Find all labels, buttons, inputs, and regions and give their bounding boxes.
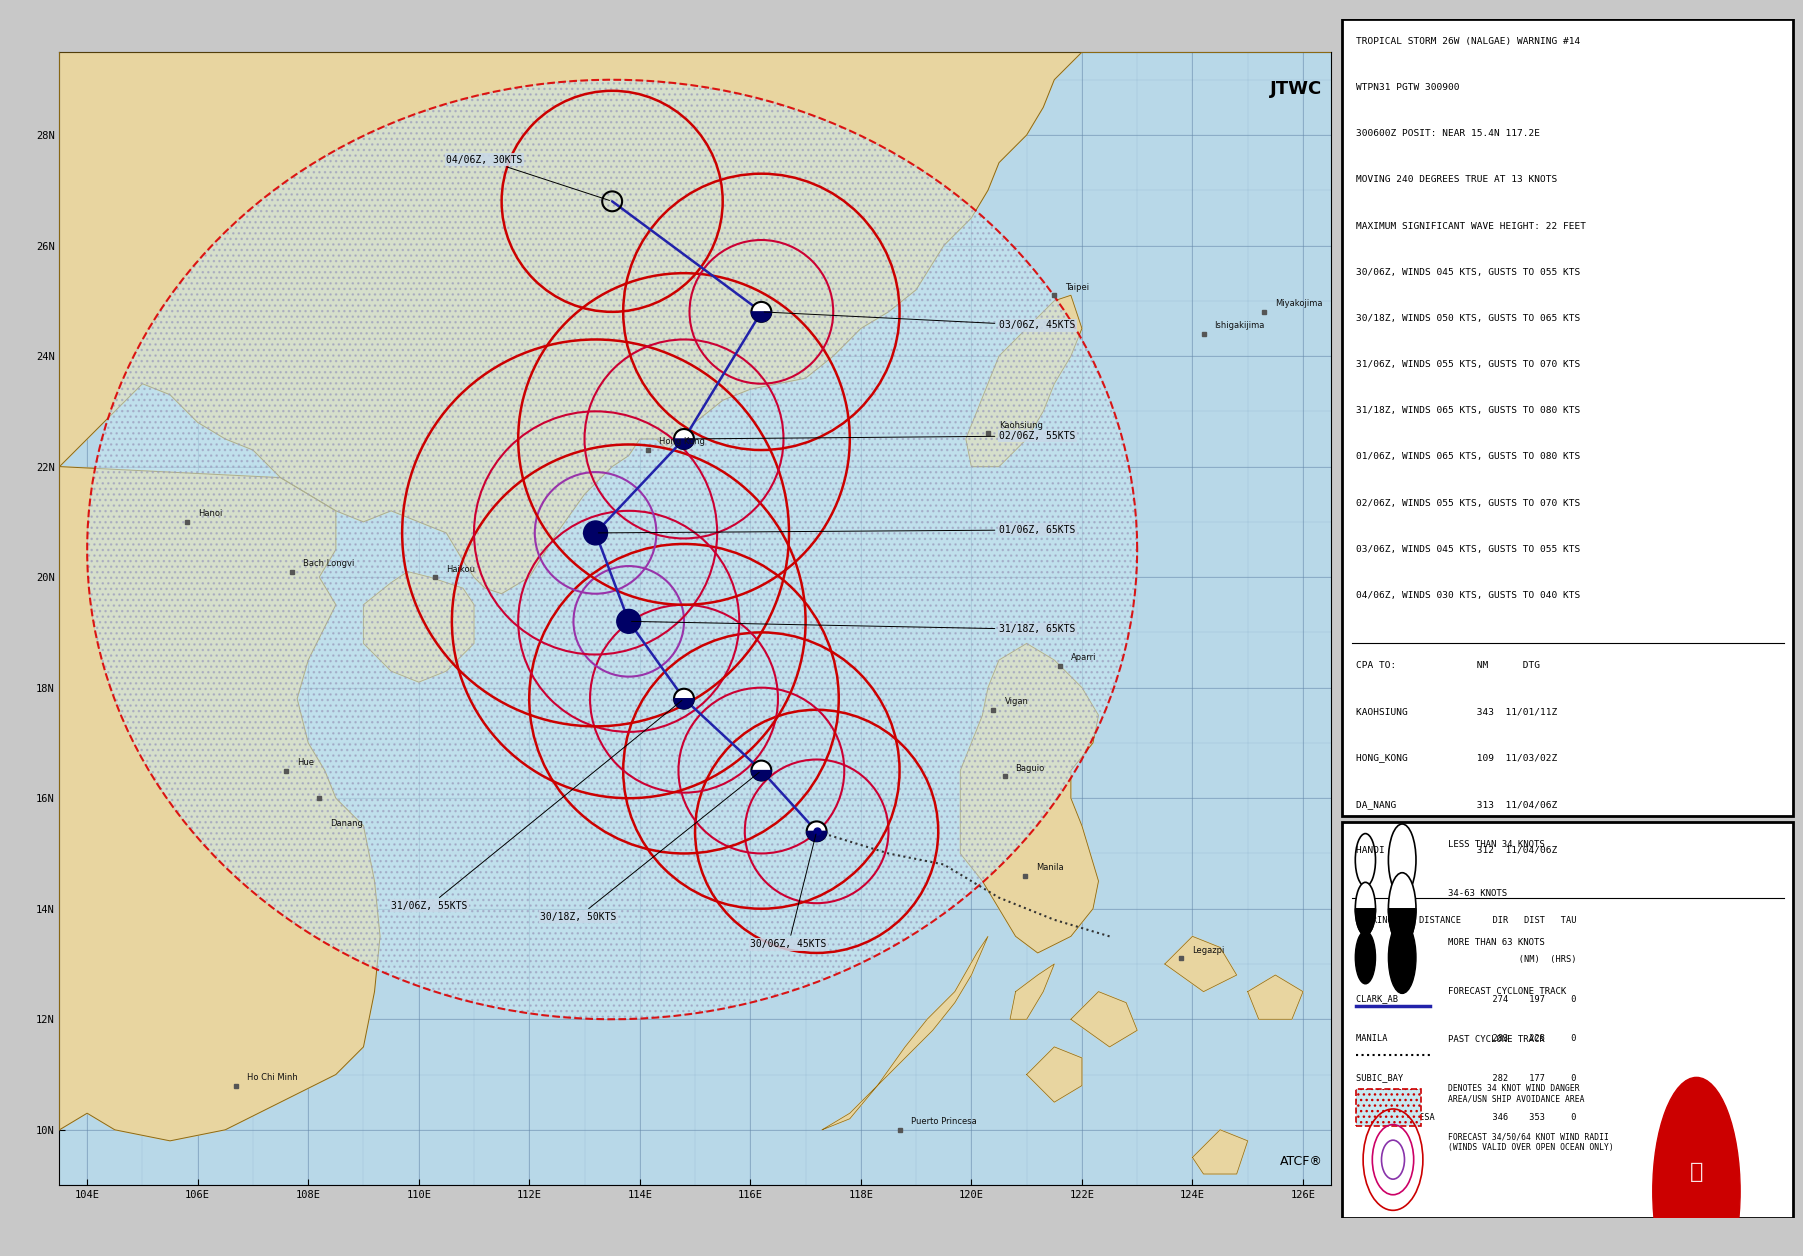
Text: CPA TO:              NM      DTG: CPA TO: NM DTG: [1356, 661, 1540, 671]
Text: CLARK_AB                  274    197     0: CLARK_AB 274 197 0: [1356, 995, 1576, 1004]
Text: Miyakojima: Miyakojima: [1275, 299, 1323, 308]
Polygon shape: [1071, 992, 1138, 1048]
Text: Bach Longvi: Bach Longvi: [303, 559, 353, 568]
Text: HONG_KONG            109  11/03/02Z: HONG_KONG 109 11/03/02Z: [1356, 754, 1558, 762]
Text: MAXIMUM SIGNIFICANT WAVE HEIGHT: 22 FEET: MAXIMUM SIGNIFICANT WAVE HEIGHT: 22 FEET: [1356, 221, 1587, 231]
Text: 04/06Z, WINDS 030 KTS, GUSTS TO 040 KTS: 04/06Z, WINDS 030 KTS, GUSTS TO 040 KTS: [1356, 592, 1581, 600]
Text: 30/06Z, WINDS 045 KTS, GUSTS TO 055 KTS: 30/06Z, WINDS 045 KTS, GUSTS TO 055 KTS: [1356, 268, 1581, 276]
Text: Ishigakijima: Ishigakijima: [1215, 322, 1266, 330]
Text: 02/06Z, WINDS 055 KTS, GUSTS TO 070 KTS: 02/06Z, WINDS 055 KTS, GUSTS TO 070 KTS: [1356, 499, 1581, 507]
Polygon shape: [87, 79, 1138, 1019]
Circle shape: [806, 821, 826, 842]
Circle shape: [1388, 922, 1415, 993]
Text: Aparri: Aparri: [1071, 653, 1096, 662]
Text: DENOTES 34 KNOT WIND DANGER
AREA/USN SHIP AVOIDANCE AREA: DENOTES 34 KNOT WIND DANGER AREA/USN SHI…: [1448, 1084, 1585, 1104]
Circle shape: [584, 521, 608, 545]
Wedge shape: [674, 698, 694, 708]
Circle shape: [1356, 931, 1376, 983]
Text: PAST CYCLONE TRACK: PAST CYCLONE TRACK: [1448, 1035, 1545, 1045]
Text: 01/06Z, WINDS 065 KTS, GUSTS TO 080 KTS: 01/06Z, WINDS 065 KTS, GUSTS TO 080 KTS: [1356, 452, 1581, 461]
Text: Haikou: Haikou: [447, 565, 476, 574]
Text: Hong Kong: Hong Kong: [660, 437, 705, 446]
Text: 31/06Z, 55KTS: 31/06Z, 55KTS: [391, 701, 682, 911]
Wedge shape: [752, 311, 772, 322]
Circle shape: [752, 301, 772, 322]
Polygon shape: [1026, 1048, 1082, 1103]
Text: Danang: Danang: [330, 819, 362, 828]
FancyBboxPatch shape: [1343, 19, 1792, 816]
Polygon shape: [1248, 975, 1304, 1020]
Polygon shape: [1010, 965, 1055, 1020]
Text: 30/06Z, 45KTS: 30/06Z, 45KTS: [750, 834, 828, 950]
Wedge shape: [674, 438, 694, 448]
FancyBboxPatch shape: [1356, 1089, 1421, 1125]
Text: KAOHSIUNG            343  11/01/11Z: KAOHSIUNG 343 11/01/11Z: [1356, 707, 1558, 716]
Text: (NM)  (HRS): (NM) (HRS): [1356, 956, 1576, 965]
Wedge shape: [806, 831, 826, 842]
Text: Baguio: Baguio: [1015, 764, 1046, 772]
Text: 34-63 KNOTS: 34-63 KNOTS: [1448, 889, 1507, 898]
Polygon shape: [59, 466, 380, 1140]
Text: Kaohsiung: Kaohsiung: [999, 421, 1042, 430]
Text: TROPICAL STORM 26W (NALGAE) WARNING #14: TROPICAL STORM 26W (NALGAE) WARNING #14: [1356, 36, 1581, 45]
Text: 31/18Z, 65KTS: 31/18Z, 65KTS: [631, 622, 1075, 634]
Circle shape: [674, 430, 694, 448]
Text: HANOI                312  11/04/06Z: HANOI 312 11/04/06Z: [1356, 845, 1558, 855]
Text: DA_NANG              313  11/04/06Z: DA_NANG 313 11/04/06Z: [1356, 800, 1558, 809]
Wedge shape: [752, 771, 772, 780]
Circle shape: [617, 609, 640, 633]
Wedge shape: [1388, 908, 1415, 945]
Text: 03/06Z, WINDS 045 KTS, GUSTS TO 055 KTS: 03/06Z, WINDS 045 KTS, GUSTS TO 055 KTS: [1356, 545, 1581, 554]
Text: 🌀: 🌀: [1689, 1162, 1704, 1182]
Polygon shape: [822, 937, 988, 1130]
Wedge shape: [1356, 908, 1376, 936]
Polygon shape: [364, 571, 474, 682]
Text: ATCF®: ATCF®: [1280, 1156, 1322, 1168]
Text: FORECAST CYCLONE TRACK: FORECAST CYCLONE TRACK: [1448, 987, 1567, 996]
Polygon shape: [1165, 937, 1237, 992]
Text: 30/18Z, 50KTS: 30/18Z, 50KTS: [541, 772, 759, 922]
Text: Legazpi: Legazpi: [1192, 946, 1224, 955]
Text: WTPN31 PGTW 300900: WTPN31 PGTW 300900: [1356, 83, 1460, 92]
Text: 03/06Z, 45KTS: 03/06Z, 45KTS: [764, 311, 1075, 330]
Text: MANILA                    283    225     0: MANILA 283 225 0: [1356, 1034, 1576, 1042]
Text: FORECAST 34/50/64 KNOT WIND RADII
(WINDS VALID OVER OPEN OCEAN ONLY): FORECAST 34/50/64 KNOT WIND RADII (WINDS…: [1448, 1133, 1614, 1152]
Text: 02/06Z, 55KTS: 02/06Z, 55KTS: [687, 431, 1075, 441]
Text: 31/18Z, WINDS 065 KTS, GUSTS TO 080 KTS: 31/18Z, WINDS 065 KTS, GUSTS TO 080 KTS: [1356, 406, 1581, 416]
Polygon shape: [59, 51, 1331, 594]
Text: Taipei: Taipei: [1066, 283, 1089, 291]
Circle shape: [1356, 882, 1376, 936]
Circle shape: [1653, 1078, 1740, 1256]
Text: Ho Chi Minh: Ho Chi Minh: [247, 1073, 297, 1083]
Text: PUERTO_PRINCESA           346    353     0: PUERTO_PRINCESA 346 353 0: [1356, 1113, 1576, 1122]
Text: Puerto Princesa: Puerto Princesa: [911, 1118, 977, 1127]
Circle shape: [674, 688, 694, 708]
Text: SUBIC_BAY                 282    177     0: SUBIC_BAY 282 177 0: [1356, 1073, 1576, 1083]
Text: Hanoi: Hanoi: [198, 510, 222, 519]
Text: Hue: Hue: [297, 759, 314, 767]
Text: 300600Z POSIT: NEAR 15.4N 117.2E: 300600Z POSIT: NEAR 15.4N 117.2E: [1356, 129, 1540, 138]
Text: 31/06Z, WINDS 055 KTS, GUSTS TO 070 KTS: 31/06Z, WINDS 055 KTS, GUSTS TO 070 KTS: [1356, 360, 1581, 369]
Circle shape: [752, 761, 772, 780]
Circle shape: [1388, 873, 1415, 945]
Text: Manila: Manila: [1037, 863, 1064, 872]
Text: MOVING 240 DEGREES TRUE AT 13 KNOTS: MOVING 240 DEGREES TRUE AT 13 KNOTS: [1356, 176, 1558, 185]
Text: 04/06Z, 30KTS: 04/06Z, 30KTS: [447, 154, 609, 201]
Text: LESS THAN 34 KNOTS: LESS THAN 34 KNOTS: [1448, 840, 1545, 849]
Polygon shape: [966, 295, 1082, 466]
Polygon shape: [1192, 1130, 1248, 1174]
Text: 01/06Z, 65KTS: 01/06Z, 65KTS: [599, 525, 1075, 535]
FancyBboxPatch shape: [1343, 823, 1792, 1218]
Text: Vigan: Vigan: [1004, 697, 1028, 706]
Text: 30/18Z, WINDS 050 KTS, GUSTS TO 065 KTS: 30/18Z, WINDS 050 KTS, GUSTS TO 065 KTS: [1356, 314, 1581, 323]
Text: MORE THAN 63 KNOTS: MORE THAN 63 KNOTS: [1448, 938, 1545, 947]
Text: BEARING AND DISTANCE      DIR   DIST   TAU: BEARING AND DISTANCE DIR DIST TAU: [1356, 916, 1576, 926]
Text: JTWC: JTWC: [1269, 79, 1322, 98]
Polygon shape: [961, 643, 1098, 953]
